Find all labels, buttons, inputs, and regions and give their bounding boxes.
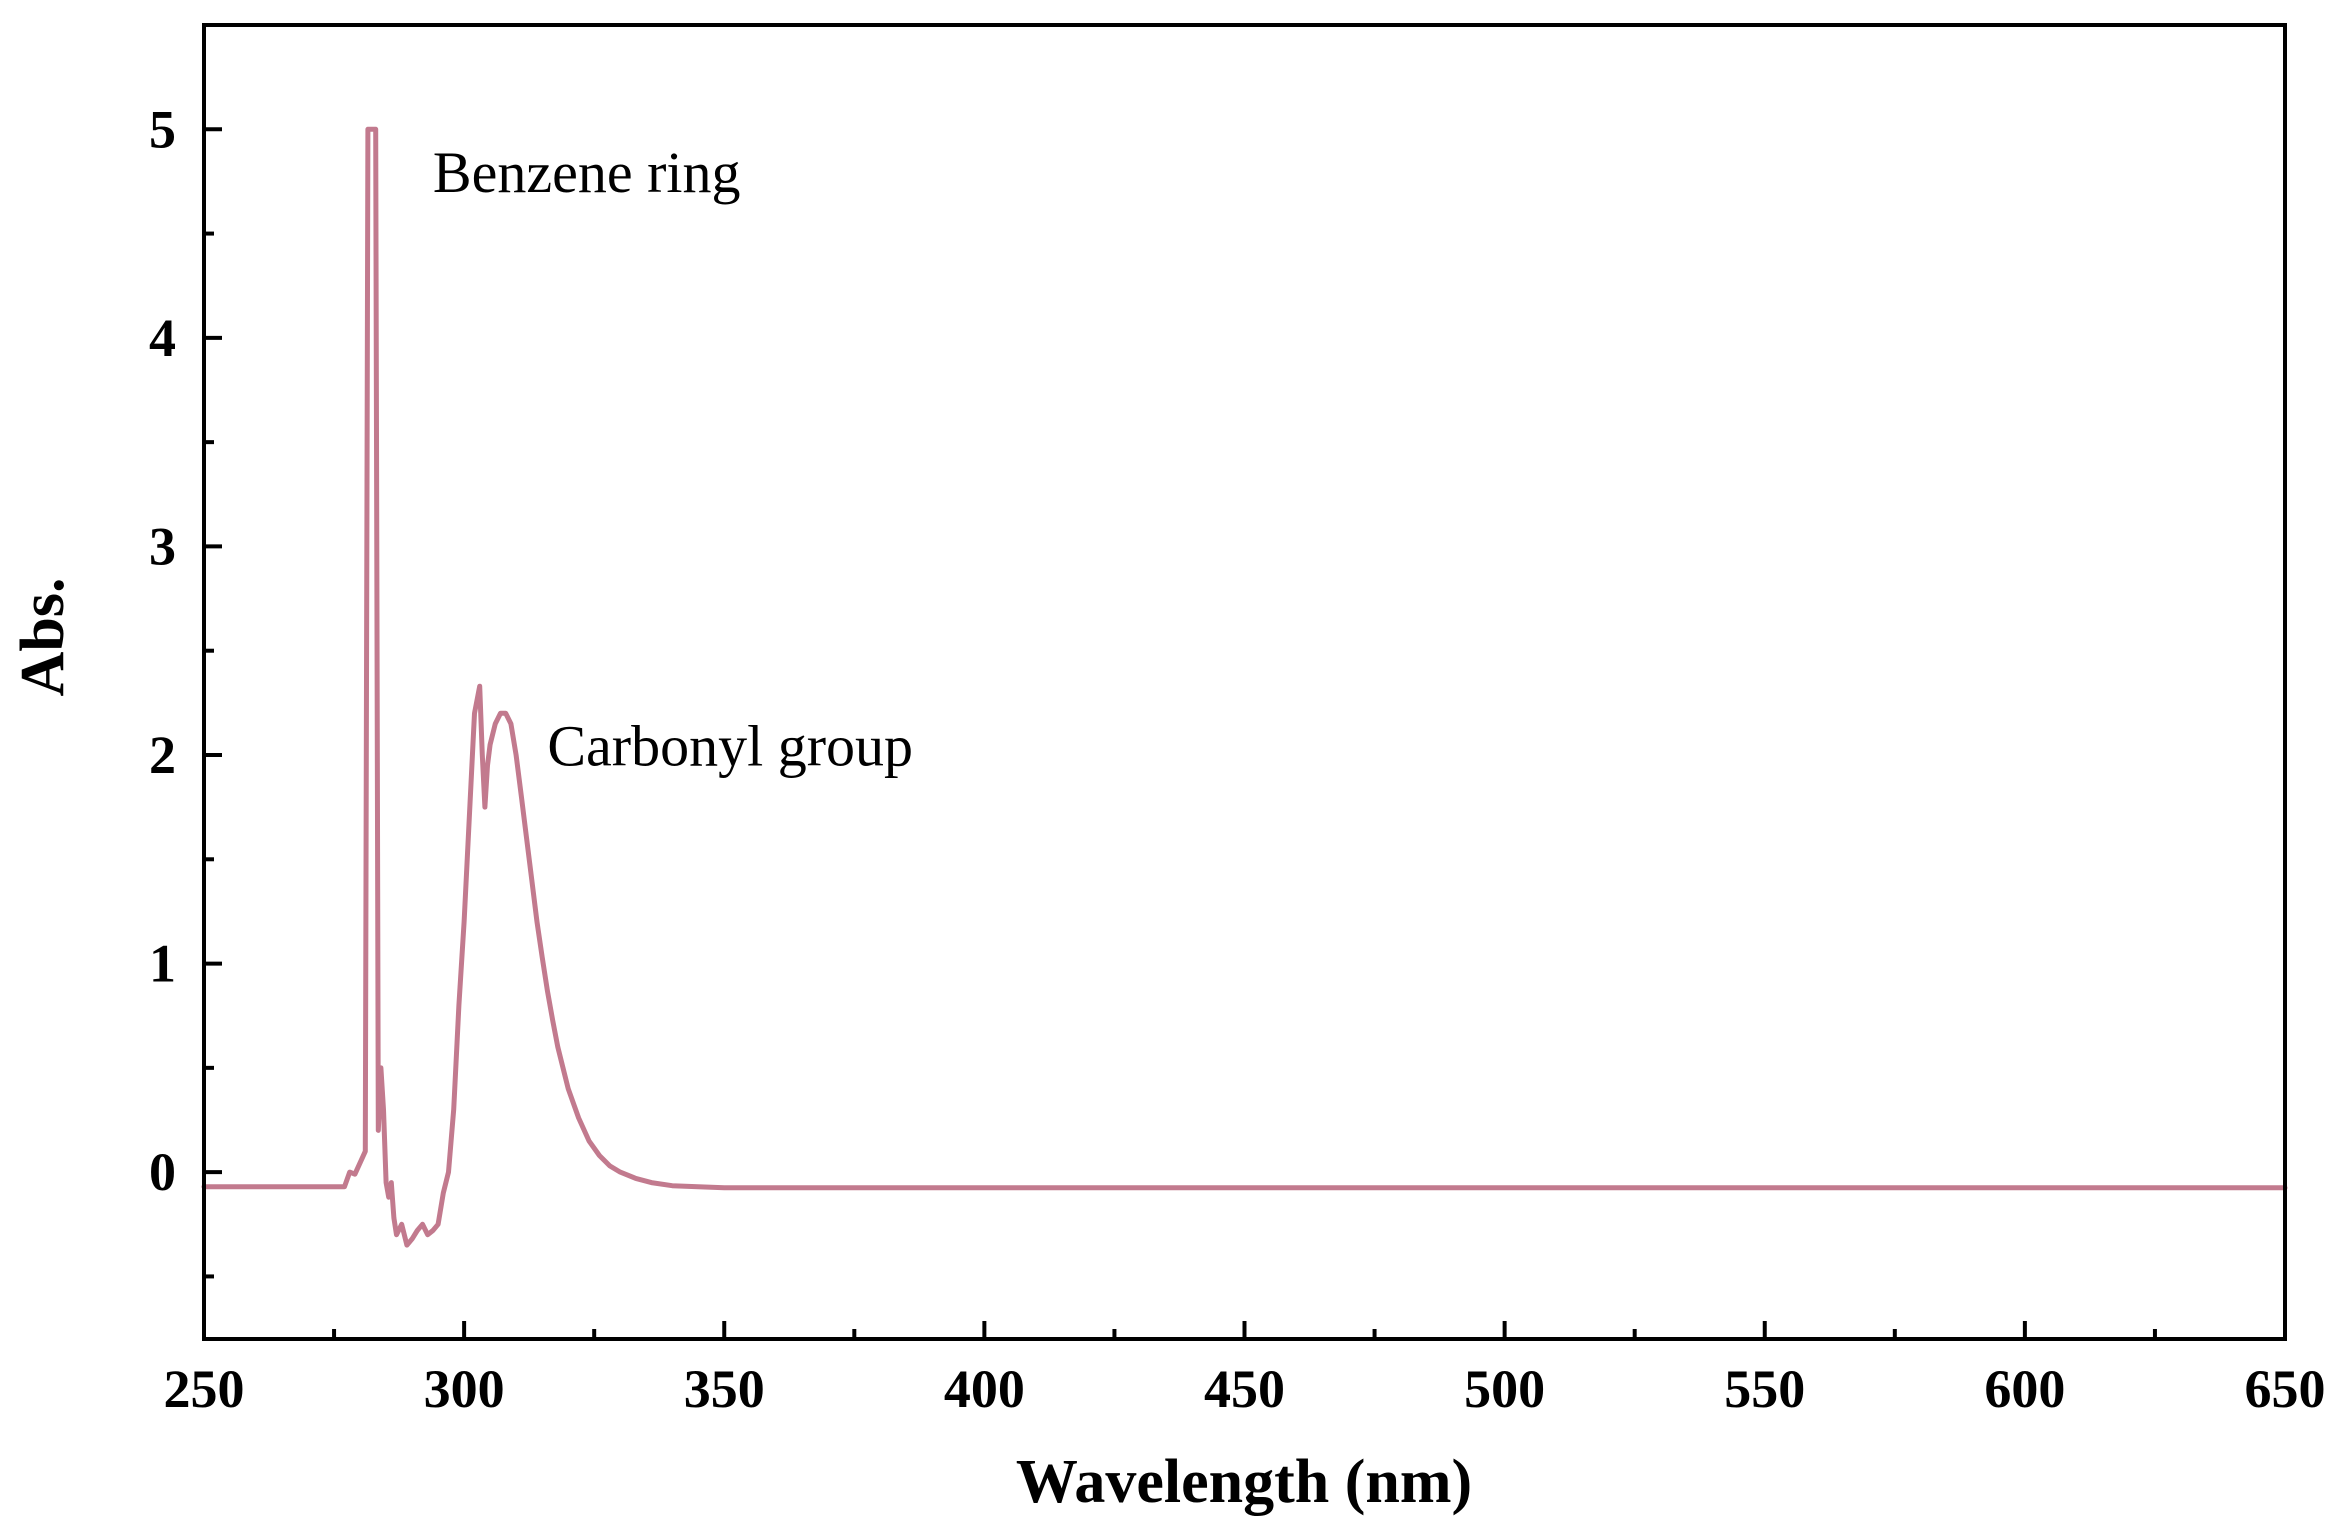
y-tick-label: 5 [149,99,176,159]
x-tick-label: 250 [164,1359,245,1419]
plot-frame [202,23,2287,1341]
y-tick-label: 0 [149,1142,176,1202]
y-tick-label: 3 [149,516,176,576]
y-tick-label: 4 [149,308,176,368]
annotation-carbonyl-group: Carbonyl group [547,713,913,778]
y-tick-label: 1 [149,934,176,994]
ticks-layer [202,127,2287,1339]
x-tick-label: 600 [1984,1359,2065,1419]
series-layer [201,126,2288,1248]
x-tick-label: 350 [684,1359,765,1419]
x-tick-label: 300 [424,1359,505,1419]
x-tick-label: 650 [2245,1359,2326,1419]
x-axis-title: Wavelength (nm) [1016,1448,1472,1516]
series-line-0 [201,126,2288,1248]
annotation-benzene-ring: Benzene ring [433,140,741,205]
tick-labels-layer: 250 300 350 400 450 500 550 600 650 0 1 2 3 4 5 [149,99,2326,1419]
y-axis-title: Abs. [9,578,77,697]
x-tick-label: 450 [1204,1359,1285,1419]
x-tick-label: 550 [1724,1359,1805,1419]
x-tick-label: 500 [1464,1359,1545,1419]
x-tick-label: 400 [944,1359,1025,1419]
y-tick-label: 2 [149,725,176,785]
